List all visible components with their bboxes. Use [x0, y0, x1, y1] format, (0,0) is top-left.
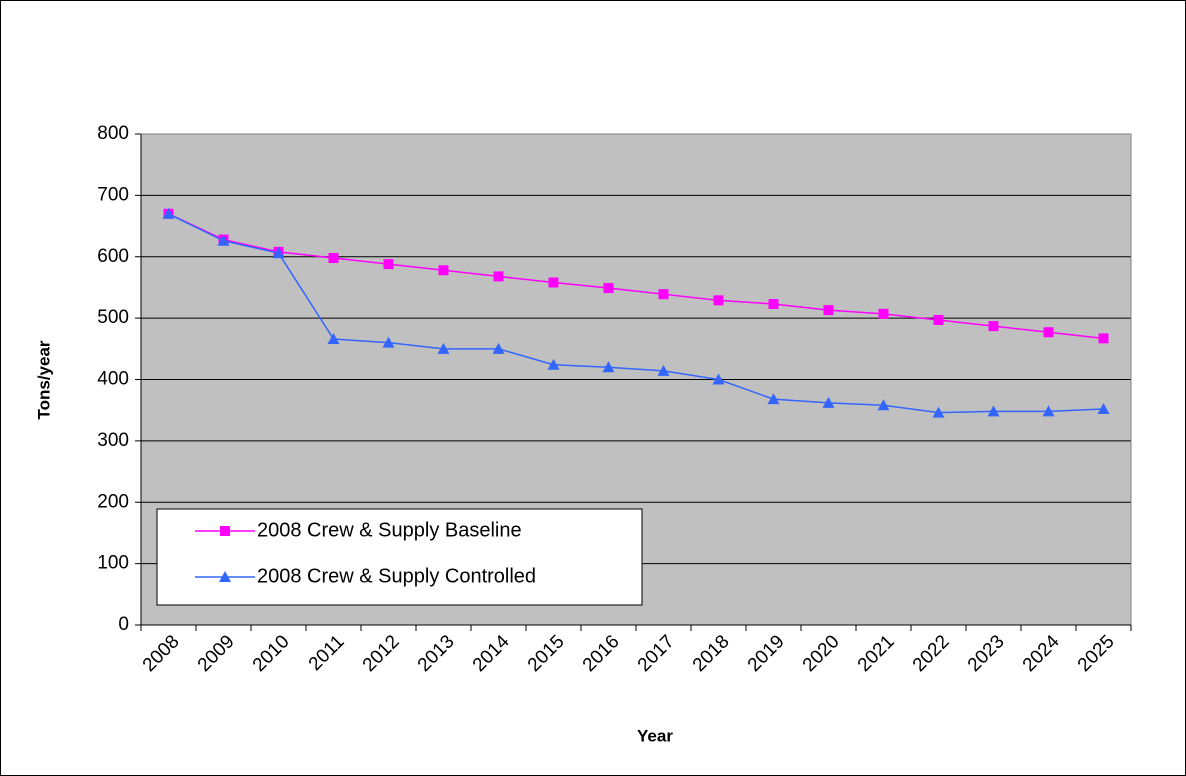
data-point [987, 405, 1000, 417]
legend-label: 2008 Crew & Supply Controlled [257, 565, 536, 587]
data-point [493, 271, 504, 282]
data-point [657, 364, 670, 376]
data-point [767, 393, 780, 405]
data-point [328, 252, 339, 263]
series-line [168, 213, 1104, 340]
y-tick-label: 600 [97, 246, 129, 267]
data-point [768, 299, 779, 310]
data-point [382, 336, 395, 348]
data-point [383, 259, 394, 270]
data-point [327, 332, 340, 344]
data-point [1097, 402, 1110, 414]
legend-label: 2008 Crew & Supply Baseline [257, 519, 522, 541]
data-point [933, 314, 944, 325]
data-point [602, 361, 615, 373]
series-line [168, 213, 1104, 414]
data-point [1042, 405, 1055, 417]
data-point [492, 342, 505, 354]
data-point [823, 305, 834, 316]
data-point [1043, 327, 1054, 338]
y-tick-label: 800 [97, 123, 129, 144]
y-axis-label: Tons/year [34, 340, 53, 419]
y-tick-label: 300 [97, 430, 129, 451]
data-point [712, 373, 725, 385]
data-point [217, 234, 230, 246]
data-point [438, 265, 449, 276]
y-tick-label: 400 [97, 369, 129, 390]
data-point [988, 321, 999, 332]
y-tick-label: 0 [118, 614, 129, 635]
data-point [877, 399, 890, 411]
y-tick-label: 200 [97, 491, 129, 512]
data-point [547, 358, 560, 370]
legend-box [156, 508, 643, 606]
legend-marker [220, 526, 230, 536]
y-tick-label: 700 [97, 184, 129, 205]
data-point [713, 295, 724, 306]
data-point [1098, 333, 1109, 344]
data-point [822, 396, 835, 408]
x-axis-label: Year [637, 726, 673, 745]
data-point [162, 207, 175, 219]
data-point [932, 406, 945, 418]
data-point [878, 308, 889, 319]
data-point [603, 283, 614, 294]
data-point [272, 247, 285, 259]
legend-marker [219, 571, 231, 582]
data-point [548, 277, 559, 288]
y-tick-label: 100 [97, 553, 129, 574]
data-point [437, 342, 450, 354]
y-tick-label: 500 [97, 307, 129, 328]
data-point [658, 289, 669, 300]
